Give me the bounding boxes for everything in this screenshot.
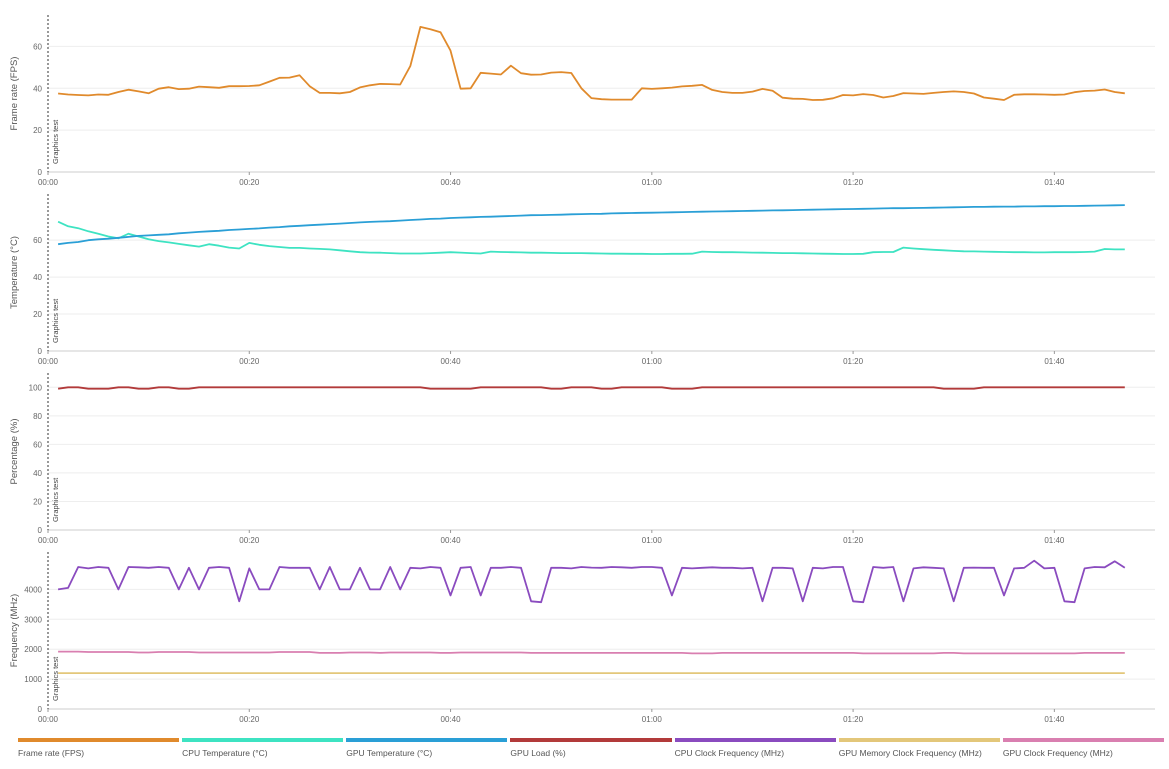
chart-panel-2: 0 20 40 60 00:00 00:20 00:40 01:00 01:20 01:40 Tem… [9, 194, 1155, 366]
series-line-cpu-temperature-c [57, 220, 1125, 255]
legend-swatch [1002, 738, 1164, 742]
legend-swatch [346, 738, 508, 742]
legend-item-cpu-clock[interactable]: CPU Clock Frequency (MHz) [674, 738, 836, 762]
charts-svg: 0 20 40 60 00:00 00:20 00:40 01:00 01:20 01:40 Fra… [9, 15, 1155, 724]
y-tick-label: 80 [33, 412, 42, 421]
legend-item-gpu-temperature[interactable]: GPU Temperature (°C) [346, 738, 508, 762]
y-tick-label: 3000 [24, 615, 42, 624]
legend-label: GPU Load (%) [510, 748, 566, 758]
legend-label: GPU Temperature (°C) [346, 748, 433, 758]
y-tick-label: 20 [33, 497, 42, 506]
legend-label: GPU Clock Frequency (MHz) [1002, 748, 1113, 758]
x-tick-label: 00:00 [38, 715, 59, 724]
chart-panel-3: 0 20 40 60 80 100 00:00 00:20 00:40 01:00 01:20 01:… [9, 373, 1155, 545]
x-tick-label: 01:00 [642, 715, 663, 724]
y-tick-label: 0 [38, 168, 43, 177]
legend-swatch [510, 738, 672, 742]
series-line-gpu-load [57, 386, 1125, 390]
x-tick-label: 00:20 [239, 357, 260, 366]
series-line-gpu-temperature-c [57, 204, 1125, 246]
y-axis-label: Percentage (%) [9, 418, 20, 484]
chart-panel-4: 0 1000 2000 3000 4000 00:00 00:20 00:40 01:00 01:… [9, 552, 1155, 724]
graphics-test-label: Graphics test [51, 298, 60, 343]
x-tick-label: 00:20 [239, 536, 260, 545]
y-tick-label: 4000 [24, 585, 42, 594]
y-tick-label: 1000 [24, 675, 42, 684]
y-tick-label: 40 [33, 84, 42, 93]
y-tick-label: 40 [33, 273, 42, 282]
legend-item-cpu-temperature[interactable]: CPU Temperature (°C) [182, 738, 344, 762]
y-tick-label: 40 [33, 469, 42, 478]
legend-swatch [838, 738, 1000, 742]
y-tick-label: 60 [33, 440, 42, 449]
graphics-test-label: Graphics test [51, 477, 60, 522]
x-tick-label: 01:20 [843, 357, 864, 366]
legend-label: Frame rate (FPS) [18, 748, 85, 758]
series-line-gpu-clock-frequency-mhz [58, 650, 1125, 655]
series-line-cpu-clock-frequency-mhz [57, 559, 1126, 604]
x-tick-label: 00:20 [239, 178, 260, 187]
y-axis-label: Frame rate (FPS) [9, 57, 20, 131]
x-tick-label: 00:40 [441, 536, 462, 545]
legend-label: GPU Memory Clock Frequency (MHz) [838, 748, 982, 758]
y-tick-label: 0 [38, 347, 43, 356]
x-tick-label: 01:20 [843, 178, 864, 187]
series-line-frame-rate-fps [58, 25, 1125, 101]
legend-label: CPU Temperature (°C) [182, 748, 268, 758]
y-tick-label: 60 [33, 236, 42, 245]
x-tick-label: 00:00 [38, 178, 59, 187]
y-tick-label: 20 [33, 310, 42, 319]
y-tick-label: 0 [38, 705, 43, 714]
y-tick-label: 0 [38, 526, 43, 535]
x-tick-label: 01:40 [1044, 715, 1065, 724]
legend-item-gpu-clock[interactable]: GPU Clock Frequency (MHz) [1002, 738, 1164, 762]
x-tick-label: 00:40 [441, 357, 462, 366]
x-tick-label: 00:20 [239, 715, 260, 724]
x-tick-label: 01:20 [843, 536, 864, 545]
x-tick-label: 01:40 [1044, 536, 1065, 545]
legend-swatch [18, 738, 180, 742]
legend: Frame rate (FPS) CPU Temperature (°C) GP… [18, 738, 1164, 762]
legend-label: CPU Clock Frequency (MHz) [674, 748, 785, 758]
y-tick-label: 20 [33, 126, 42, 135]
graphics-test-label: Graphics test [51, 656, 60, 701]
x-tick-label: 01:00 [642, 536, 663, 545]
legend-item-gpu-load[interactable]: GPU Load (%) [510, 738, 672, 762]
legend-swatch [182, 738, 344, 742]
graphics-test-label: Graphics test [51, 119, 60, 164]
x-tick-label: 01:40 [1044, 357, 1065, 366]
legend-swatch [674, 738, 836, 742]
x-tick-label: 01:00 [642, 357, 663, 366]
x-tick-label: 00:40 [441, 178, 462, 187]
y-tick-label: 60 [33, 42, 42, 51]
x-tick-label: 01:00 [642, 178, 663, 187]
x-tick-label: 00:00 [38, 357, 59, 366]
x-tick-label: 00:40 [441, 715, 462, 724]
x-tick-label: 01:40 [1044, 178, 1065, 187]
y-tick-label: 2000 [24, 645, 42, 654]
y-axis-label: Frequency (MHz) [9, 594, 20, 667]
legend-item-frame-rate[interactable]: Frame rate (FPS) [18, 738, 180, 762]
chart-panel-1: 0 20 40 60 00:00 00:20 00:40 01:00 01:20 01:40 Fra… [9, 15, 1155, 187]
y-tick-label: 100 [29, 383, 43, 392]
x-tick-label: 00:00 [38, 536, 59, 545]
x-tick-label: 01:20 [843, 715, 864, 724]
y-axis-label: Temperature (°C) [9, 236, 20, 309]
legend-item-gpu-memory-clock[interactable]: GPU Memory Clock Frequency (MHz) [838, 738, 1000, 762]
